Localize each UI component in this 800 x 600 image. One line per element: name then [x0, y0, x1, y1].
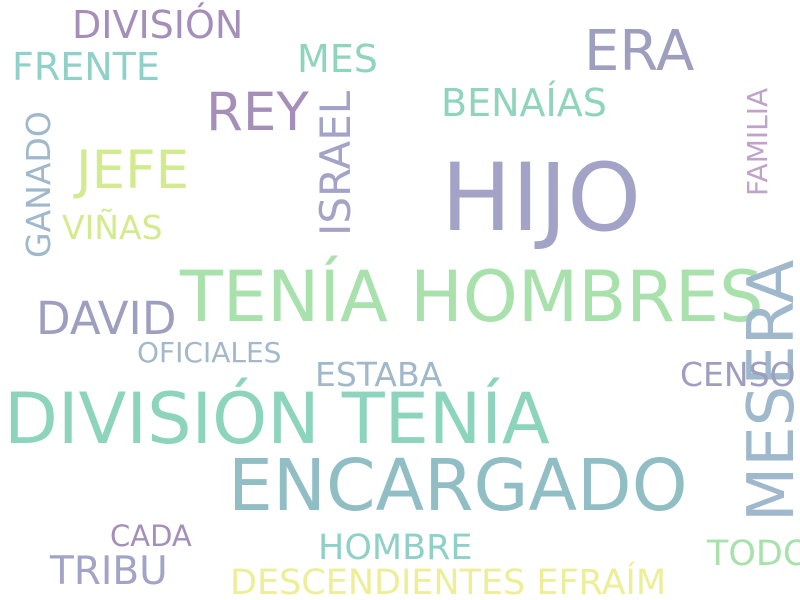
word-descendientes-efraim: DESCENDIENTES EFRAÍM [230, 563, 667, 600]
word-mes: MES [297, 37, 378, 81]
word-david: DAVID [36, 292, 177, 345]
word-todo: TODO [707, 534, 800, 574]
word-estaba: ESTABA [315, 355, 443, 394]
word-vinas: VIÑAS [62, 208, 163, 247]
word-division: DIVISIÓN [72, 3, 244, 47]
word-familia: FAMILIA [741, 87, 774, 196]
word-rey: REY [206, 82, 309, 143]
word-hombre: HOMBRE [318, 528, 473, 568]
word-tribu: TRIBU [50, 549, 168, 594]
word-division-tenia: DIVISIÓN TENÍA [4, 378, 550, 460]
word-benaias: BENAÍAS [441, 81, 607, 125]
word-hijo: HIJO [441, 144, 642, 253]
word-cada: CADA [110, 519, 192, 553]
word-frente: FRENTE [12, 45, 160, 89]
word-encargado: ENCARGADO [228, 444, 688, 527]
word-censo: CENSO [680, 355, 796, 394]
word-jefe: JEFE [76, 140, 190, 201]
word-israel: ISRAEL [311, 90, 360, 236]
word-ganado: GANADO [19, 111, 58, 258]
word-oficiales: OFICIALES [137, 336, 282, 369]
word-era: ERA [584, 19, 695, 84]
word-tenia-hombres: TENÍA HOMBRES [180, 256, 764, 338]
